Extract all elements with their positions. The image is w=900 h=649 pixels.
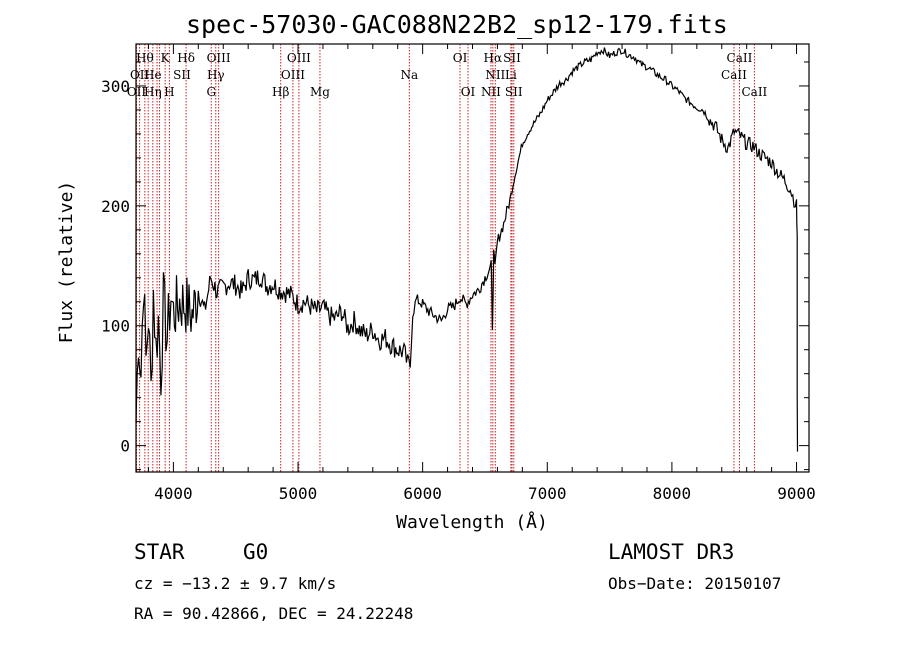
x-tick-label: 9000	[777, 484, 816, 503]
spectral-line-label: Na	[400, 68, 418, 82]
spectral-line-label: OIII	[287, 51, 311, 65]
spectral-line-label: CaII	[741, 85, 767, 99]
spectral-line-label: OII	[130, 68, 150, 82]
spectral-line-label: K	[161, 51, 171, 65]
y-tick-label: 200	[101, 197, 130, 216]
spectral-line-label: OII	[127, 85, 147, 99]
survey-name: LAMOST DR3	[608, 540, 735, 564]
spectral-line-label: Mg	[310, 85, 330, 99]
spectral-line-label: NII	[481, 85, 501, 99]
spectrum-line	[135, 47, 799, 452]
x-tick-label: 5000	[279, 484, 318, 503]
spectral-line-label: CaII	[727, 51, 753, 65]
spectral-line-label: Hη	[144, 85, 162, 99]
chart-title: spec-57030-GAC088N22B2_sp12-179.fits	[186, 10, 728, 39]
spectral-line-label: He	[144, 68, 162, 82]
spectral-line-label: OI	[453, 51, 468, 65]
x-tick-label: 7000	[528, 484, 567, 503]
x-tick-label: 6000	[403, 484, 442, 503]
spectral-line-label: Hα	[484, 51, 503, 65]
spectral-line-label: Hθ	[136, 51, 154, 65]
spectral-line-label: OIII	[281, 68, 305, 82]
spectral-line-label: H	[164, 85, 174, 99]
spectral-line-label: SII	[503, 51, 521, 65]
y-tick-label: 300	[101, 77, 130, 96]
spectral-line-label: Hγ	[207, 68, 225, 82]
y-tick-label: 0	[120, 437, 130, 456]
spectral-line-label: Hβ	[272, 85, 289, 99]
observation-date: Obs−Date: 20150107	[608, 574, 782, 593]
spectral-line-label: G	[206, 85, 216, 99]
spectral-line-label: Hδ	[177, 51, 195, 65]
emission-absorption-lines	[135, 44, 755, 472]
spectral-line-label: SII	[173, 68, 191, 82]
y-axis-label: Flux (relative)	[56, 181, 77, 344]
x-axis-label: Wavelength (Å)	[396, 511, 548, 533]
y-axis-ticks: 0 100 200 300	[101, 61, 809, 471]
ra-dec: RA = 90.42866, DEC = 24.22248	[134, 604, 414, 623]
spectral-line-label: NII	[485, 68, 505, 82]
x-axis-ticks: 4000 5000 6000 7000 8000 9000	[147, 44, 816, 503]
spectral-line-label: OIII	[207, 51, 231, 65]
spectral-line-label: Li	[505, 68, 517, 82]
object-subclass: G0	[243, 540, 269, 564]
spectral-line-label: CaII	[721, 68, 747, 82]
x-tick-label: 8000	[653, 484, 692, 503]
redshift-cz: cz = −13.2 ± 9.7 km/s	[134, 574, 337, 593]
x-tick-label: 4000	[154, 484, 193, 503]
y-tick-label: 100	[101, 317, 130, 336]
object-class: STAR	[134, 540, 185, 564]
spectral-line-label: SII	[505, 85, 523, 99]
plot-frame	[135, 43, 810, 473]
spectral-line-label: OI	[461, 85, 476, 99]
